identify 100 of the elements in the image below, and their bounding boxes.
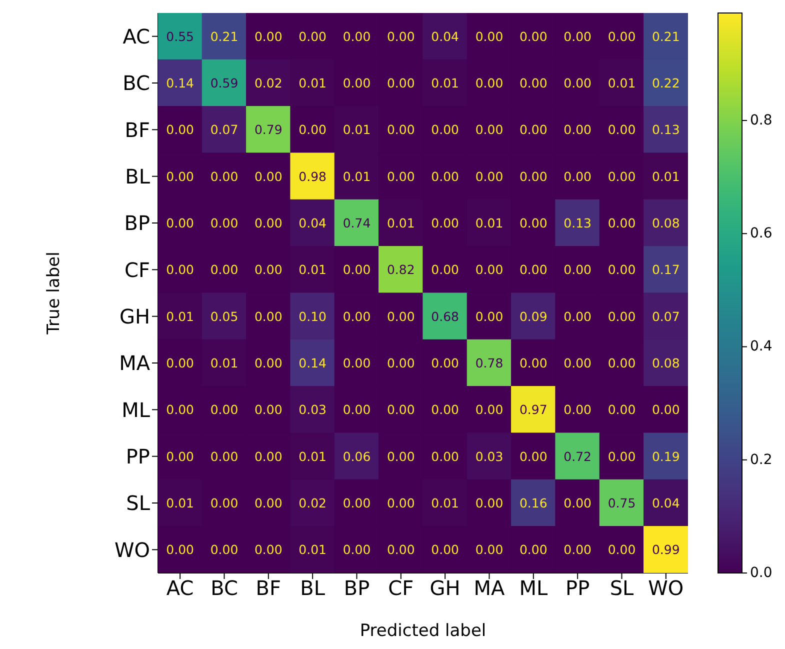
x-tick-label: GH <box>430 576 460 600</box>
data-label: 0.19 <box>652 448 680 464</box>
data-label: 0.01 <box>298 448 327 464</box>
data-label: 0.00 <box>431 542 460 558</box>
data-label: 0.00 <box>166 168 194 184</box>
data-label: 0.03 <box>475 448 504 464</box>
data-label: 0.07 <box>210 122 238 138</box>
data-label: 0.00 <box>564 28 592 44</box>
y-tick-label: MA <box>119 351 150 376</box>
data-label: 0.75 <box>608 496 636 510</box>
data-label: 0.00 <box>254 356 282 370</box>
data-label: 0.00 <box>431 356 460 370</box>
data-label: 0.14 <box>298 356 327 370</box>
data-label: 0.00 <box>386 356 415 370</box>
data-label: 0.00 <box>564 168 592 184</box>
data-label: 0.00 <box>342 496 371 510</box>
data-label: 0.00 <box>519 542 548 558</box>
data-label: 0.00 <box>386 402 415 418</box>
data-label: 0.00 <box>475 542 504 558</box>
data-label: 0.59 <box>210 76 238 90</box>
data-label: 0.00 <box>475 168 504 184</box>
data-label: 0.00 <box>166 216 194 230</box>
data-label: 0.07 <box>652 308 680 324</box>
data-label: 0.00 <box>342 262 371 278</box>
data-label: 0.00 <box>431 448 460 464</box>
data-label: 0.00 <box>254 28 282 44</box>
data-label: 0.01 <box>166 496 194 510</box>
data-label: 0.00 <box>519 448 548 464</box>
data-label: 0.00 <box>342 76 371 90</box>
data-label: 0.22 <box>652 76 680 90</box>
color-bar-label: 0.0 <box>750 565 772 581</box>
data-label: 0.13 <box>564 216 592 230</box>
data-label: 0.78 <box>475 356 504 370</box>
x-tick-label: AC <box>166 576 194 600</box>
data-label: 0.74 <box>342 216 371 230</box>
data-label: 0.00 <box>166 122 194 138</box>
data-label: 0.01 <box>652 168 680 184</box>
data-label: 0.00 <box>342 308 371 324</box>
data-label: 0.00 <box>519 356 548 370</box>
data-label: 0.00 <box>608 356 636 370</box>
data-label: 0.79 <box>254 122 282 138</box>
data-label: 0.00 <box>342 28 371 44</box>
data-label: 0.04 <box>652 496 680 510</box>
data-label: 0.00 <box>519 168 548 184</box>
data-label: 0.00 <box>210 216 238 230</box>
data-label: 0.01 <box>431 496 460 510</box>
x-tick-label: BL <box>300 576 326 600</box>
data-label: 0.00 <box>608 28 636 44</box>
data-label: 0.00 <box>386 542 415 558</box>
data-label: 0.00 <box>431 122 460 138</box>
data-label: 0.01 <box>386 216 415 230</box>
color-bar-label: 0.8 <box>750 112 772 128</box>
y-tick-label: SL <box>126 491 151 516</box>
data-label: 0.00 <box>608 448 636 464</box>
x-axis-title: Predicted label <box>360 621 486 641</box>
data-label: 0.00 <box>386 28 415 44</box>
data-label: 0.00 <box>254 402 282 418</box>
data-label: 0.13 <box>652 122 680 138</box>
data-label: 0.00 <box>564 122 592 138</box>
data-label: 0.04 <box>431 28 460 44</box>
data-label: 0.01 <box>342 122 371 138</box>
data-label: 0.00 <box>166 448 194 464</box>
x-tick-label: BP <box>344 576 370 600</box>
y-axis-title: True label <box>44 252 64 336</box>
color-bar-label: 0.2 <box>750 452 772 468</box>
data-label: 0.01 <box>298 76 327 90</box>
data-label: 0.00 <box>386 448 415 464</box>
data-label: 0.00 <box>166 542 194 558</box>
data-label: 0.01 <box>298 262 327 278</box>
data-label: 0.14 <box>166 76 194 90</box>
data-label: 0.55 <box>166 28 194 44</box>
data-label: 0.01 <box>608 76 636 90</box>
data-label: 0.00 <box>210 168 238 184</box>
data-label: 0.00 <box>254 308 282 324</box>
x-tick-label: BC <box>210 576 238 600</box>
data-label: 0.02 <box>298 496 327 510</box>
data-label: 0.10 <box>298 308 327 324</box>
data-label: 0.09 <box>519 308 548 324</box>
data-label: 0.00 <box>475 262 504 278</box>
data-label: 0.21 <box>652 28 680 44</box>
x-tick-label: MA <box>474 576 506 600</box>
data-label: 0.00 <box>210 262 238 278</box>
data-label: 0.99 <box>652 542 680 558</box>
data-label: 0.00 <box>608 216 636 230</box>
y-tick-label: AC <box>122 24 150 48</box>
data-label: 0.01 <box>210 356 238 370</box>
data-label: 0.00 <box>210 496 238 510</box>
data-label: 0.00 <box>475 122 504 138</box>
data-label: 0.00 <box>342 542 371 558</box>
y-tick-label: WO <box>114 538 150 562</box>
data-label: 0.00 <box>608 262 636 278</box>
data-label: 0.00 <box>254 448 282 464</box>
data-label: 0.00 <box>431 262 460 278</box>
y-tick-label: BP <box>124 211 150 236</box>
data-label: 0.00 <box>298 122 327 138</box>
data-label: 0.00 <box>608 402 636 418</box>
data-label: 0.01 <box>431 76 460 90</box>
data-label: 0.00 <box>386 76 415 90</box>
data-label: 0.00 <box>475 28 504 44</box>
data-label: 0.01 <box>166 308 194 324</box>
